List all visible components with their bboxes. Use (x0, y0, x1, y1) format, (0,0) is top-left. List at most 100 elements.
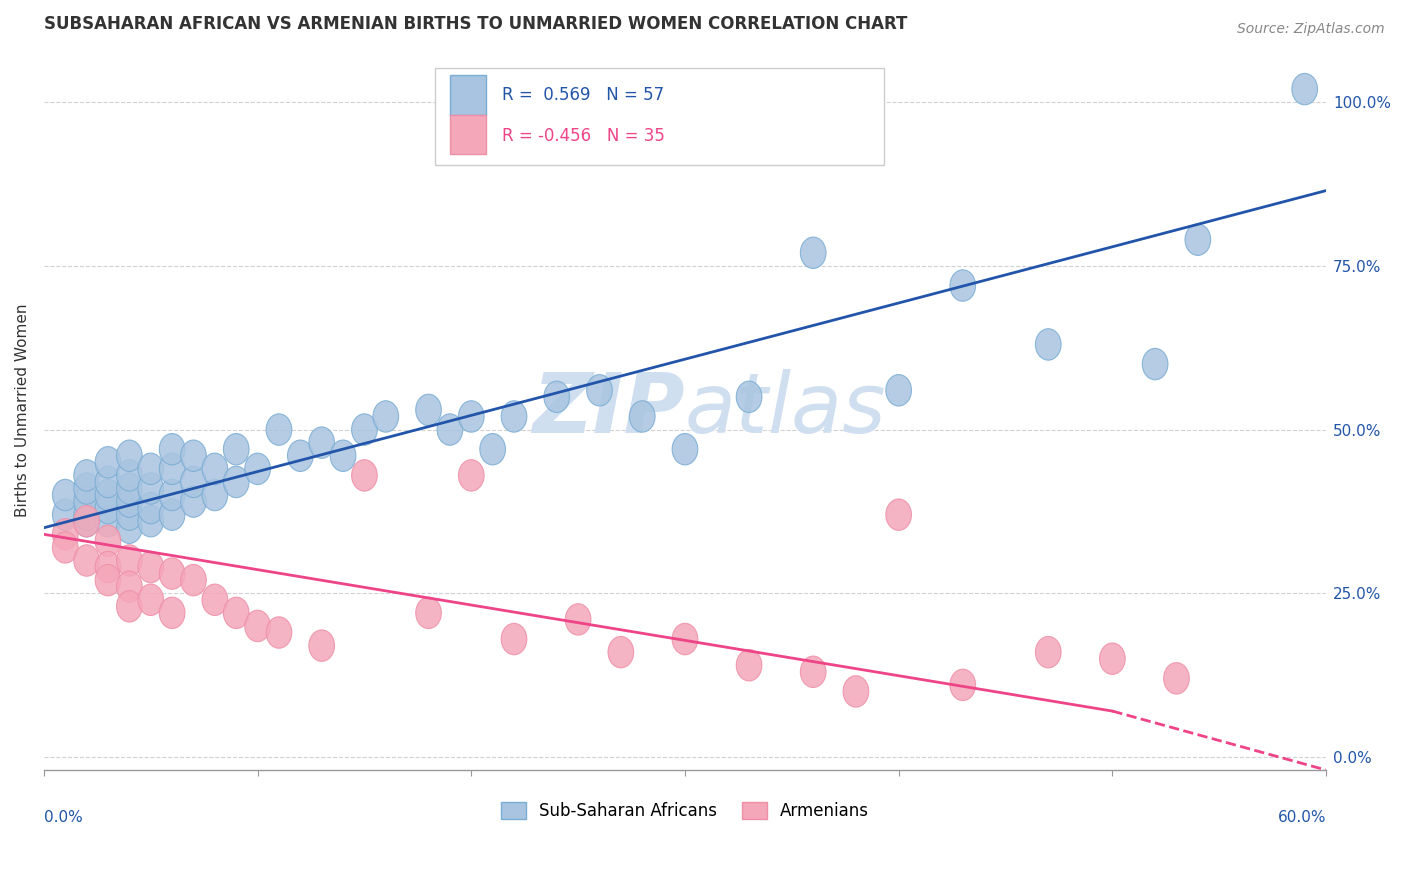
Ellipse shape (117, 486, 142, 517)
Legend: Sub-Saharan Africans, Armenians: Sub-Saharan Africans, Armenians (494, 795, 876, 827)
Ellipse shape (330, 440, 356, 472)
Ellipse shape (96, 525, 121, 557)
Ellipse shape (437, 414, 463, 445)
Ellipse shape (138, 473, 163, 504)
Ellipse shape (224, 597, 249, 629)
Ellipse shape (202, 479, 228, 511)
Ellipse shape (1035, 636, 1062, 668)
Ellipse shape (737, 381, 762, 412)
Text: R =  0.569   N = 57: R = 0.569 N = 57 (502, 87, 664, 104)
Ellipse shape (96, 506, 121, 537)
Ellipse shape (159, 499, 186, 531)
Text: R = -0.456   N = 35: R = -0.456 N = 35 (502, 128, 665, 145)
Text: 0.0%: 0.0% (44, 810, 83, 824)
Ellipse shape (287, 440, 314, 472)
Ellipse shape (1164, 663, 1189, 694)
Ellipse shape (479, 434, 506, 465)
Ellipse shape (138, 506, 163, 537)
Ellipse shape (630, 401, 655, 433)
Ellipse shape (159, 597, 186, 629)
FancyBboxPatch shape (450, 75, 486, 115)
Ellipse shape (565, 604, 591, 635)
Ellipse shape (117, 545, 142, 576)
Ellipse shape (73, 499, 100, 531)
Ellipse shape (1035, 329, 1062, 360)
Ellipse shape (672, 624, 697, 655)
Y-axis label: Births to Unmarried Women: Births to Unmarried Women (15, 303, 30, 516)
Ellipse shape (458, 459, 484, 491)
Ellipse shape (117, 499, 142, 531)
Ellipse shape (586, 375, 613, 406)
Ellipse shape (501, 401, 527, 433)
Ellipse shape (138, 584, 163, 615)
Ellipse shape (117, 440, 142, 472)
Ellipse shape (96, 492, 121, 524)
Ellipse shape (672, 434, 697, 465)
Ellipse shape (886, 375, 911, 406)
Ellipse shape (202, 584, 228, 615)
Ellipse shape (180, 565, 207, 596)
Ellipse shape (309, 630, 335, 661)
Ellipse shape (52, 532, 79, 563)
Ellipse shape (1099, 643, 1125, 674)
Ellipse shape (800, 657, 825, 688)
Ellipse shape (138, 453, 163, 484)
Ellipse shape (138, 492, 163, 524)
Text: ZIP: ZIP (533, 369, 685, 450)
Ellipse shape (159, 434, 186, 465)
Ellipse shape (52, 518, 79, 550)
Ellipse shape (416, 394, 441, 425)
Ellipse shape (202, 453, 228, 484)
Ellipse shape (458, 401, 484, 433)
Ellipse shape (844, 676, 869, 707)
Ellipse shape (52, 499, 79, 531)
Ellipse shape (96, 551, 121, 582)
Text: atlas: atlas (685, 369, 887, 450)
Ellipse shape (96, 467, 121, 498)
Ellipse shape (266, 616, 292, 648)
Ellipse shape (117, 571, 142, 602)
Ellipse shape (309, 427, 335, 458)
Ellipse shape (224, 467, 249, 498)
Ellipse shape (117, 512, 142, 543)
Ellipse shape (352, 414, 377, 445)
Ellipse shape (159, 453, 186, 484)
Text: SUBSAHARAN AFRICAN VS ARMENIAN BIRTHS TO UNMARRIED WOMEN CORRELATION CHART: SUBSAHARAN AFRICAN VS ARMENIAN BIRTHS TO… (44, 15, 907, 33)
Ellipse shape (180, 467, 207, 498)
Ellipse shape (737, 649, 762, 681)
Ellipse shape (180, 486, 207, 517)
Ellipse shape (73, 506, 100, 537)
Ellipse shape (52, 479, 79, 511)
Ellipse shape (180, 440, 207, 472)
Ellipse shape (224, 434, 249, 465)
Ellipse shape (1292, 73, 1317, 105)
Ellipse shape (73, 486, 100, 517)
FancyBboxPatch shape (450, 115, 486, 154)
Ellipse shape (245, 453, 270, 484)
Ellipse shape (950, 669, 976, 700)
Ellipse shape (96, 565, 121, 596)
Ellipse shape (73, 473, 100, 504)
Ellipse shape (607, 636, 634, 668)
Ellipse shape (266, 414, 292, 445)
Ellipse shape (1142, 349, 1168, 380)
Text: Source: ZipAtlas.com: Source: ZipAtlas.com (1237, 22, 1385, 37)
Ellipse shape (373, 401, 399, 433)
Ellipse shape (159, 558, 186, 590)
Ellipse shape (886, 499, 911, 531)
Ellipse shape (352, 459, 377, 491)
Text: 60.0%: 60.0% (1278, 810, 1326, 824)
Ellipse shape (501, 624, 527, 655)
Ellipse shape (416, 597, 441, 629)
Ellipse shape (117, 591, 142, 622)
Ellipse shape (73, 545, 100, 576)
Ellipse shape (117, 459, 142, 491)
Ellipse shape (245, 610, 270, 641)
Ellipse shape (138, 551, 163, 582)
Ellipse shape (1185, 224, 1211, 255)
FancyBboxPatch shape (434, 68, 884, 165)
Ellipse shape (73, 506, 100, 537)
Ellipse shape (117, 473, 142, 504)
Ellipse shape (96, 479, 121, 511)
Ellipse shape (159, 479, 186, 511)
